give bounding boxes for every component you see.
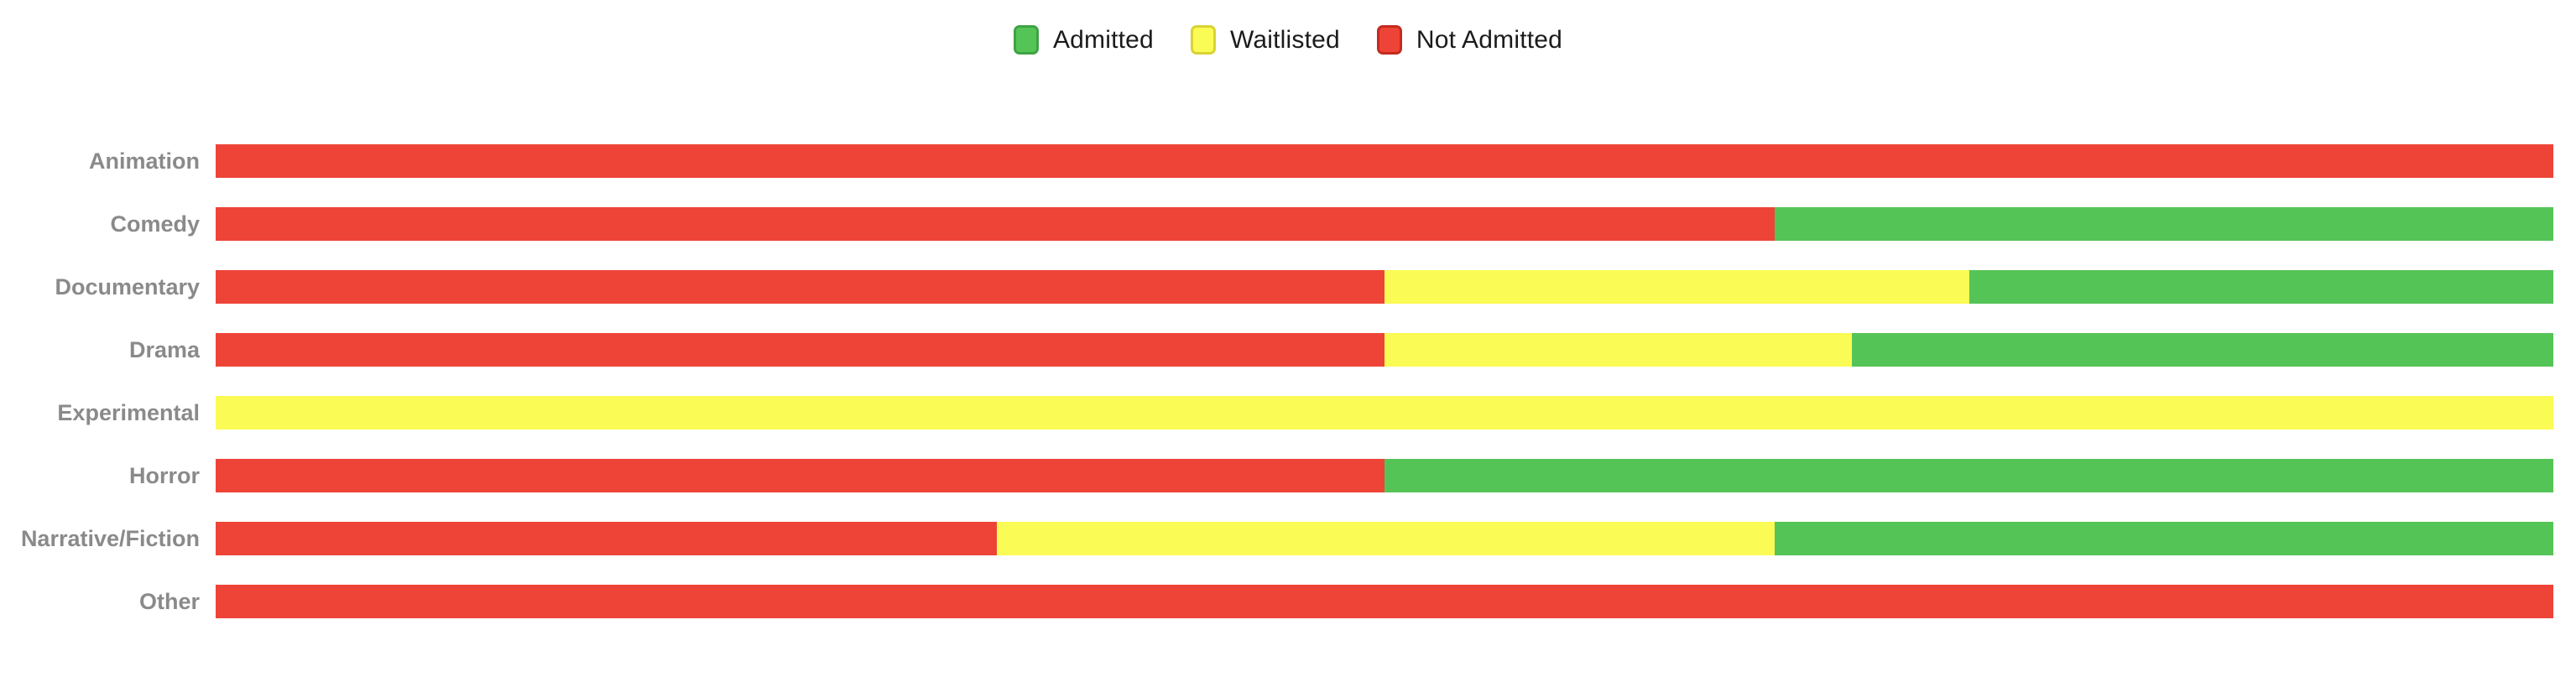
bar-segment-admitted[interactable]: [1775, 207, 2553, 241]
bar-segment-admitted[interactable]: [1852, 333, 2553, 367]
bar-track: [216, 270, 2553, 304]
waitlisted-swatch-icon: [1190, 25, 1216, 55]
bar-track: [216, 144, 2553, 178]
legend-item-waitlisted[interactable]: Waitlisted: [1190, 25, 1340, 55]
category-label: Documentary: [55, 273, 200, 299]
bar-segment-not_admitted[interactable]: [216, 333, 1384, 367]
category-label: Comedy: [110, 211, 200, 237]
legend-label-not-admitted: Not Admitted: [1416, 25, 1563, 54]
bar-segment-not_admitted[interactable]: [216, 459, 1384, 492]
bar-row-animation: Animation: [0, 144, 2553, 178]
legend: Admitted Waitlisted Not Admitted: [0, 25, 2576, 55]
category-label: Horror: [128, 462, 200, 488]
category-label: Experimental: [57, 399, 200, 425]
bar-track: [216, 396, 2553, 430]
bar-track: [216, 585, 2553, 618]
bar-segment-admitted[interactable]: [1969, 270, 2553, 304]
bar-segment-not_admitted[interactable]: [216, 144, 2553, 178]
legend-label-admitted: Admitted: [1052, 25, 1154, 54]
bar-row-experimental: Experimental: [0, 396, 2553, 430]
bar-row-drama: Drama: [0, 333, 2553, 367]
bar-segment-waitlisted[interactable]: [1384, 333, 1853, 367]
bar-segment-not_admitted[interactable]: [216, 270, 1384, 304]
category-label: Animation: [89, 148, 200, 174]
bar-row-documentary: Documentary: [0, 270, 2553, 304]
bar-row-comedy: Comedy: [0, 207, 2553, 241]
bar-segment-admitted[interactable]: [1384, 459, 2553, 492]
bar-track: [216, 207, 2553, 241]
legend-item-admitted[interactable]: Admitted: [1013, 25, 1154, 55]
bar-row-horror: Horror: [0, 459, 2553, 492]
bar-segment-waitlisted[interactable]: [1384, 270, 1969, 304]
category-label: Narrative/Fiction: [20, 525, 200, 551]
legend-item-not-admitted[interactable]: Not Admitted: [1376, 25, 1563, 55]
bar-rows: Animation Comedy Documentary Drama Exper…: [0, 144, 2553, 648]
bar-track: [216, 459, 2553, 492]
not-admitted-swatch-icon: [1376, 25, 1402, 55]
bar-row-other: Other: [0, 585, 2553, 618]
category-label: Other: [138, 588, 200, 614]
admitted-swatch-icon: [1013, 25, 1039, 55]
bar-segment-waitlisted[interactable]: [216, 396, 2553, 430]
bar-segment-not_admitted[interactable]: [216, 207, 1776, 241]
bar-segment-not_admitted[interactable]: [216, 522, 997, 555]
category-label: Drama: [128, 336, 200, 362]
bar-row-narrative-fiction: Narrative/Fiction: [0, 522, 2553, 555]
bar-segment-waitlisted[interactable]: [996, 522, 1776, 555]
bar-segment-not_admitted[interactable]: [216, 585, 2553, 618]
bar-track: [216, 333, 2553, 367]
bar-track: [216, 522, 2553, 555]
bar-segment-admitted[interactable]: [1775, 522, 2553, 555]
legend-label-waitlisted: Waitlisted: [1229, 25, 1340, 54]
